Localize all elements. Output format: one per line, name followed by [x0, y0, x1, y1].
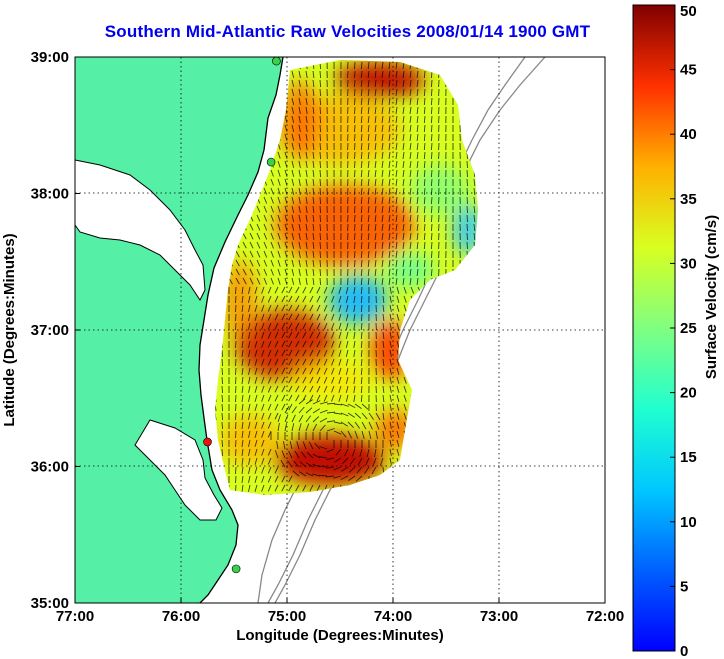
colorbar-tick-label: 45: [680, 62, 697, 79]
x-tick-label: 74:00: [374, 608, 412, 625]
pamlico-sound: [134, 419, 223, 521]
colorbar-tick-label: 35: [680, 191, 697, 208]
y-tick-label: 35:00: [31, 595, 69, 612]
x-tick-label: 76:00: [162, 608, 200, 625]
y-axis-label: Latitude (Degrees:Minutes): [1, 233, 18, 426]
y-axis: 39:00 38:00 37:00 36:00 35:00: [31, 49, 80, 612]
x-axis-label: Longitude (Degrees:Minutes): [236, 627, 444, 644]
y-tick-label: 37:00: [31, 322, 69, 339]
grid-lines: [75, 57, 605, 603]
colorbar-tick-label: 15: [680, 449, 697, 466]
x-tick-label: 77:00: [56, 608, 94, 625]
colorbar-tick-label: 30: [680, 255, 697, 272]
colorbar-tick-label: 50: [680, 3, 697, 20]
station-mid-marker: [266, 157, 276, 167]
x-axis: 77:00 76:00 75:00 74:00 73:00 72:00: [56, 598, 624, 625]
chesapeake-bay: [75, 159, 206, 301]
colorbar-tick-label: 20: [680, 385, 697, 402]
station-hatteras-marker: [203, 437, 212, 447]
y-tick-label: 36:00: [31, 459, 69, 476]
colorbar-tick-label: 5: [680, 578, 688, 595]
colorbar: [632, 4, 676, 652]
station-south-marker: [231, 564, 241, 574]
colorbar-tick-label: 40: [680, 126, 697, 143]
colorbar-tick-label: 25: [680, 320, 697, 337]
velocity-field: [215, 60, 478, 495]
colorbar-label: Surface Velocity (cm/s): [703, 215, 720, 379]
coastline: [198, 57, 284, 603]
x-tick-label: 72:00: [586, 608, 624, 625]
y-tick-label: 39:00: [31, 49, 69, 66]
x-tick-label: 75:00: [268, 608, 306, 625]
map-title: Southern Mid-Atlantic Raw Velocities 200…: [104, 22, 591, 41]
bathymetry-contours: [257, 57, 546, 603]
colorbar-ticks: 0 5 10 15 20 25 30 35 40 45 50: [670, 3, 697, 659]
y-tick-label: 38:00: [31, 186, 69, 203]
colorbar-tick-label: 10: [680, 514, 697, 531]
x-tick-label: 73:00: [480, 608, 518, 625]
colorbar-tick-label: 0: [680, 643, 688, 659]
station-north-marker: [272, 57, 281, 66]
station-markers: [203, 57, 281, 574]
